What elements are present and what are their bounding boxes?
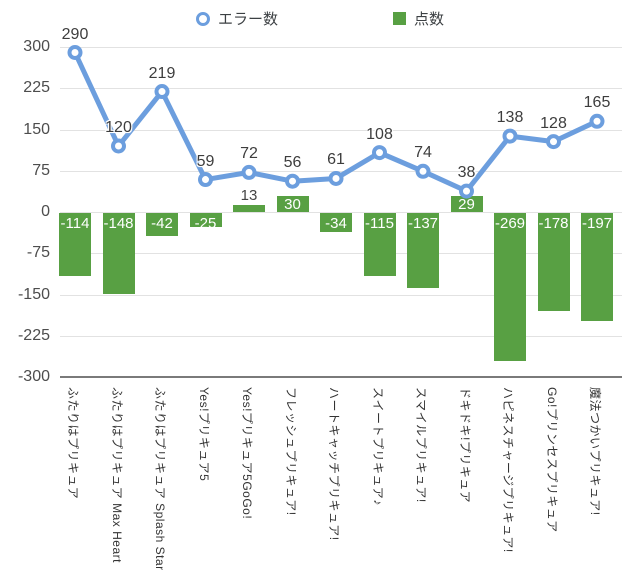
bar[interactable] [146,213,178,237]
x-axis-label: フレッシュプリキュア! [283,387,298,516]
bar[interactable] [189,213,222,227]
line-point[interactable] [154,84,170,100]
line-point[interactable] [111,138,126,154]
x-axis-line [60,376,622,378]
line-value-label: 138 [496,109,524,127]
bar[interactable] [363,213,396,277]
bar-value-label: 29 [458,196,475,214]
bar-value-label: -42 [151,215,173,232]
line-value-label: 290 [61,25,89,43]
line-value-label: 219 [148,64,176,82]
y-axis-label: -75 [26,244,50,262]
bar[interactable] [407,213,439,289]
line-point[interactable] [415,163,431,179]
bar[interactable] [233,204,265,212]
bar-series-marker-icon [393,12,406,25]
bar-value-label: -137 [407,215,439,232]
bar[interactable] [276,195,309,212]
bar-value-label: -25 [194,215,217,232]
gridline [60,253,622,255]
line-point[interactable] [328,170,344,186]
y-axis-label: 0 [41,203,50,220]
bar[interactable] [537,213,570,311]
line-value-label: 108 [366,125,393,143]
bar-value-label: -269 [494,215,526,232]
line-value-label: 72 [240,145,258,163]
bar-value-label: -115 [365,215,394,232]
bar-value-label: -197 [581,215,613,232]
x-axis-label: ふたりはプリキュア Max Heart [109,387,124,563]
bar[interactable] [450,196,483,212]
line-point[interactable] [67,45,83,60]
x-axis-label: Yes!プリキュア5GoGo! [240,387,254,520]
x-axis-label: ドキドキ!プリキュア [457,387,472,504]
bar-value-label: -148 [103,215,134,232]
line-point[interactable] [589,113,605,129]
x-axis-label: ふたりはプリキュア Splash Star [153,387,167,571]
gridline [60,335,622,337]
legend-item-score[interactable]: 点数 [393,8,444,29]
bar[interactable] [494,213,526,361]
x-axis-label: ふたりはプリキュア [66,387,80,500]
x-axis-label: スマイルプリキュア! [414,387,428,503]
legend-label-score: 点数 [414,11,445,28]
gridline [60,88,622,90]
y-axis-label: 75 [32,161,50,179]
line-series-marker-icon [195,11,210,26]
bar[interactable] [59,213,91,276]
bar-value-label: 13 [240,186,258,204]
x-axis-label: ハートキャッチプリキュア! [327,387,341,541]
y-axis-label: 225 [23,79,50,97]
line-point[interactable] [546,134,561,150]
line-point[interactable] [372,145,387,161]
bar-value-label: -34 [325,215,347,232]
line-value-label: 120 [105,119,132,136]
bar-value-label: -114 [60,215,90,232]
bar[interactable] [102,213,135,295]
x-axis-label: Yes!プリキュア5 [196,387,211,482]
line-value-label: 56 [283,154,302,172]
line-value-label: 74 [414,144,432,162]
gridline [60,170,622,172]
bar[interactable] [581,213,613,322]
legend-item-error-count[interactable]: エラー数 [195,8,278,29]
line-value-label: 38 [457,164,476,182]
line-value-label: 59 [196,152,215,170]
y-axis-label: -150 [17,285,50,303]
y-axis-label: 150 [23,120,50,138]
line-value-label: 165 [583,94,611,112]
gridline [60,129,622,131]
line-value-label: 61 [327,151,345,169]
y-axis-label: -225 [17,326,50,344]
gridline [60,212,622,213]
line-point[interactable] [502,128,518,144]
y-axis-label: -300 [17,368,50,385]
bar-value-label: -178 [538,215,569,232]
legend: エラー数 点数 [0,8,640,29]
bar[interactable] [320,213,352,232]
gridline [60,294,622,296]
x-axis-label: Go!プリンセスプリキュア [544,387,559,533]
line-point[interactable] [285,173,300,189]
y-axis-label: 300 [23,38,50,55]
bar-value-label: 30 [284,195,301,213]
x-axis-label: ハピネスチャージプリキュア! [501,387,515,553]
line-point[interactable] [241,164,257,180]
x-axis-label: 魔法つかいプリキュア! [588,387,602,516]
legend-label-error-count: エラー数 [217,11,278,28]
x-axis-label: スイートプリキュア♪ [370,387,385,506]
line-value-label: 128 [540,114,567,132]
gridline [60,47,622,48]
line-point[interactable] [198,172,213,188]
line-point[interactable] [459,183,474,199]
